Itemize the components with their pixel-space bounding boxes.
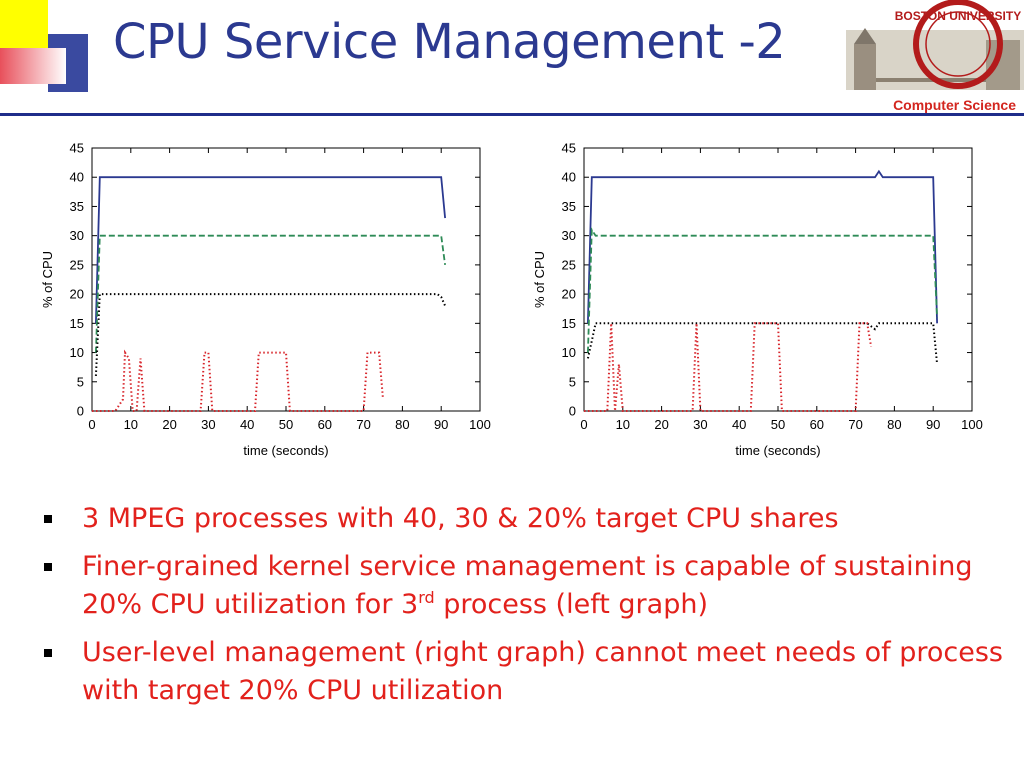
- y-tick-label: 25: [562, 257, 576, 272]
- page-title: CPU Service Management -2: [113, 14, 786, 70]
- series-line: [95, 234, 446, 353]
- bullet-text: 3 MPEG processes with 40, 30 & 20% targe…: [82, 503, 839, 534]
- x-tick-label: 50: [279, 417, 293, 432]
- x-tick-label: 30: [201, 417, 215, 432]
- y-tick-label: 0: [569, 404, 576, 419]
- bullet-item: User-level management (right graph) cann…: [44, 634, 1004, 710]
- x-tick-label: 70: [356, 417, 370, 432]
- logo-lettering: BOSTON UNIVERSITY: [895, 9, 1021, 23]
- series-line: [586, 322, 939, 365]
- x-axis-label: time (seconds): [243, 443, 328, 458]
- bullet-superscript: rd: [418, 588, 435, 607]
- series-line: [584, 322, 873, 412]
- y-tick-label: 20: [562, 287, 576, 302]
- x-tick-label: 90: [434, 417, 448, 432]
- bullet-square-icon: [44, 515, 52, 523]
- y-tick-label: 15: [562, 316, 576, 331]
- series-line: [587, 226, 938, 353]
- y-tick-label: 20: [70, 287, 84, 302]
- y-tick-label: 15: [70, 316, 84, 331]
- x-tick-label: 60: [318, 417, 332, 432]
- series-line: [92, 349, 384, 412]
- y-tick-label: 5: [77, 374, 84, 389]
- bullet-square-icon: [44, 563, 52, 571]
- plot-frame: [583, 147, 973, 412]
- bullet-text: User-level management (right graph) cann…: [82, 637, 1003, 706]
- y-tick-label: 30: [562, 228, 576, 243]
- x-axis-label: time (seconds): [735, 443, 820, 458]
- university-logo: BOSTON UNIVERSITY: [846, 0, 1024, 90]
- bullet-square-icon: [44, 649, 52, 657]
- x-tick-label: 10: [616, 417, 630, 432]
- y-tick-label: 5: [569, 374, 576, 389]
- x-tick-label: 90: [926, 417, 940, 432]
- bullet-item: Finer-grained kernel service management …: [44, 548, 1004, 624]
- y-tick-label: 0: [77, 404, 84, 419]
- x-tick-label: 0: [88, 417, 95, 432]
- chart-right: 0 10 20 30 40 50 60 70 80 90 100 0 5 10 15 20 25 30 35 40 45…: [532, 141, 983, 459]
- x-tick-label: 80: [887, 417, 901, 432]
- x-tick-label: 40: [732, 417, 746, 432]
- y-tick-label: 40: [562, 170, 576, 185]
- x-tick-label: 20: [162, 417, 176, 432]
- bullet-list: 3 MPEG processes with 40, 30 & 20% targe…: [44, 500, 1004, 720]
- x-tick-label: 20: [654, 417, 668, 432]
- x-tick-label: 0: [580, 417, 587, 432]
- title-divider: [0, 113, 1024, 116]
- y-tick-label: 40: [70, 170, 84, 185]
- y-tick-label: 25: [70, 257, 84, 272]
- bullet-item: 3 MPEG processes with 40, 30 & 20% targe…: [44, 500, 1004, 538]
- x-tick-label: 70: [848, 417, 862, 432]
- bullet-text-tail: process (left graph): [434, 589, 708, 620]
- x-tick-label: 100: [961, 417, 983, 432]
- series-line: [587, 169, 938, 324]
- x-tick-label: 80: [395, 417, 409, 432]
- series-line: [94, 293, 447, 376]
- y-tick-label: 10: [70, 345, 84, 360]
- x-tick-label: 30: [693, 417, 707, 432]
- department-label: Computer Science: [893, 97, 1016, 113]
- plot-frame: [91, 147, 481, 412]
- x-tick-label: 50: [771, 417, 785, 432]
- x-tick-label: 100: [469, 417, 491, 432]
- x-tick-label: 40: [240, 417, 254, 432]
- x-tick-label: 60: [810, 417, 824, 432]
- corner-decoration: [0, 0, 88, 92]
- y-axis-label: % of CPU: [40, 251, 55, 308]
- bullet-text: Finer-grained kernel service management …: [82, 551, 973, 620]
- x-tick-label: 10: [124, 417, 138, 432]
- chart-left: 0 10 20 30 40 50 60 70 80 90 100 0 5 10 15 20 25 30 35 40 45…: [40, 141, 491, 459]
- series-line: [95, 176, 446, 324]
- y-tick-label: 45: [70, 141, 84, 156]
- y-tick-label: 45: [562, 141, 576, 156]
- y-tick-label: 35: [562, 199, 576, 214]
- y-tick-label: 30: [70, 228, 84, 243]
- y-tick-label: 35: [70, 199, 84, 214]
- y-tick-label: 10: [562, 345, 576, 360]
- y-axis-label: % of CPU: [532, 251, 547, 308]
